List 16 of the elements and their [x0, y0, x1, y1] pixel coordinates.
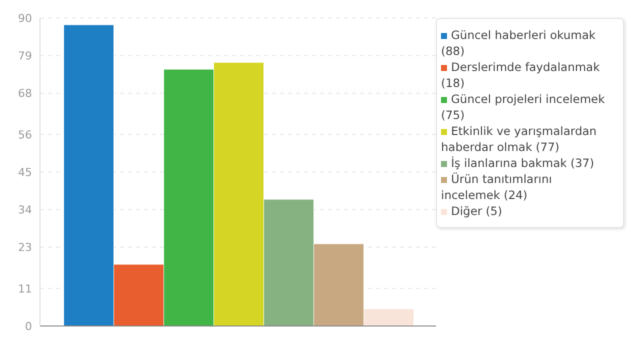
legend-label: İş ilanlarına bakmak (37): [451, 156, 594, 170]
y-tick-label: 79: [18, 50, 32, 63]
y-tick-label: 11: [18, 282, 32, 296]
legend-label: Diğer (5): [451, 204, 502, 218]
legend-label: Derslerimde faydalanmak (18): [441, 60, 600, 90]
legend-label: Güncel haberleri okumak (88): [441, 28, 596, 58]
legend-label: Ürün tanıtımlarını incelemek (24): [441, 172, 552, 202]
legend-label: Güncel projeleri incelemek (75): [441, 92, 605, 122]
y-tick-label: 56: [18, 128, 32, 142]
y-tick-label: 23: [18, 241, 32, 254]
y-tick-label: 90: [18, 12, 32, 25]
y-tick-label: 34: [18, 204, 32, 217]
y-tick-label: 68: [18, 87, 32, 100]
y-tick-label: 45: [18, 166, 32, 179]
y-tick-label: 0: [25, 320, 32, 333]
legend-label: Etkinlik ve yarışmalardan haberdar olmak (77): [441, 124, 597, 154]
